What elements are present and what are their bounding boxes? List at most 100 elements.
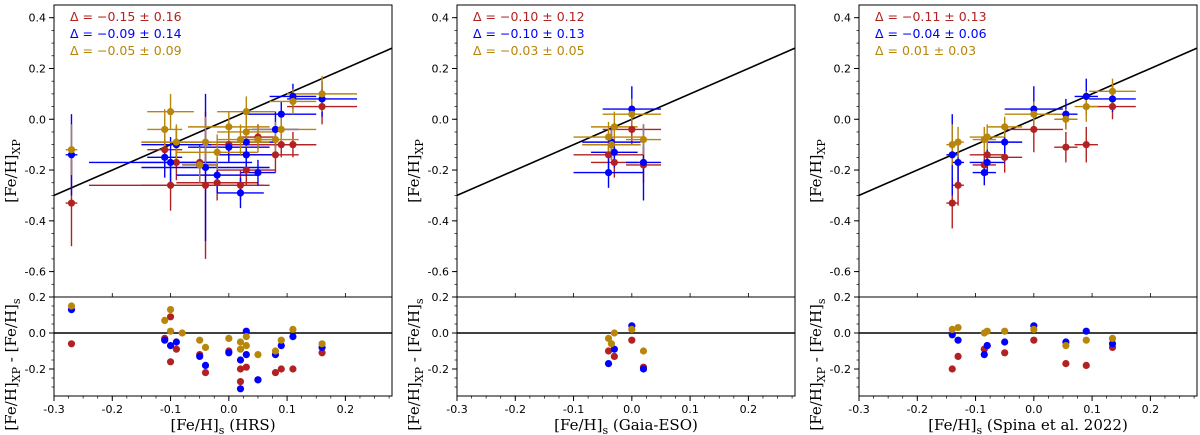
x-tick-label: -0.2 [505,403,526,416]
x-tick-label: -0.1 [965,403,986,416]
delta-annotation-gold: Δ = 0.01 ± 0.03 [875,43,976,58]
gold-residual-point [225,334,233,342]
y-tick-label-top: 0.4 [834,12,852,25]
y-tick-label-top: -0.4 [428,215,449,228]
gold-residual-point [607,340,616,348]
x-label-suffix: (Spina et al. 2022) [982,416,1128,434]
x-label-sub: s [219,424,225,435]
y-tick-label-top: -0.2 [428,164,449,177]
y-axis-label-bottom: [Fe/H]XP - [Fe/H]s [807,298,828,430]
x-tick-label: -0.1 [160,403,181,416]
red-point [166,181,175,189]
red-point [610,158,618,167]
blue-residual-point [242,351,250,359]
blue-point [277,110,285,118]
y-tick-label-top: -0.6 [25,266,46,279]
gold-point [1062,115,1070,123]
y-tick-label-top: 0.2 [432,62,450,75]
red-point [172,158,180,167]
delta-annotation-red: Δ = −0.15 ± 0.16 [70,9,182,24]
bottom-marks [604,322,648,373]
gold-residual-point [277,336,285,344]
y-label-bottom-mid: - [Fe/H] [2,304,20,367]
red-residual-point [67,340,76,348]
gold-residual-point [236,345,245,353]
red-residual-point [1082,361,1090,369]
y-tick-label-bottom: 0.0 [834,327,852,340]
red-point [1082,141,1090,149]
y-tick-label-top: 0.0 [432,113,450,126]
gold-point [639,135,648,144]
gold-residual-point [242,342,250,350]
blue-residual-point [980,351,988,359]
gold-point [604,133,613,141]
blue-residual-point [289,333,297,341]
gold-point [948,141,956,149]
blue-point [628,105,636,113]
y-label-bottom-sub2: s [413,298,426,304]
gold-point [166,108,175,116]
gold-residual-point [236,338,245,346]
gold-residual-point [178,329,186,337]
panel-1: -0.3 -0.2 -0.1 0.0 0.1 0.2 0.4 0.2 0.0 -0.2 -0.4 -0… [2,4,393,435]
gold-residual-point [1082,336,1090,344]
blue-residual-point [254,376,262,384]
bottom-marks [948,322,1117,373]
y-tick-label-top: 0.0 [29,113,47,126]
blue-point [1108,95,1117,103]
x-tick-label: -0.1 [563,403,584,416]
gold-residual-point [271,347,280,355]
red-residual-point [236,365,245,373]
y-label-bottom-mid: - [Fe/H] [405,304,423,367]
gold-residual-point [161,316,169,324]
blue-point [236,189,245,197]
blue-point [213,171,221,179]
red-point [1108,102,1117,111]
top-marks [65,76,358,259]
blue-point [1030,105,1038,113]
red-residual-point [954,352,962,360]
gold-residual-point [628,325,636,333]
blue-point [639,158,648,167]
x-axis-label: [Fe/H]s (Spina et al. 2022) [928,416,1128,435]
gold-residual-point [67,302,76,310]
red-point [236,181,245,189]
blue-residual-point [983,342,991,350]
gold-residual-point [254,351,262,359]
gold-point [277,125,285,134]
blue-point [610,148,618,156]
red-residual-point [610,352,618,360]
blue-residual-point [948,331,956,339]
gold-point [1082,102,1090,111]
blue-point [318,95,326,103]
blue-point [983,158,991,167]
blue-point [1062,110,1070,118]
gold-residual-point [242,333,250,341]
gold-point [1001,123,1009,131]
blue-residual-point [166,342,175,350]
red-point [1030,125,1038,134]
x-axis-label: [Fe/H]s (HRS) [170,416,275,435]
delta-annotation-blue: Δ = −0.10 ± 0.13 [473,26,585,41]
y-axis-label-top: [Fe/H]XP [405,139,426,203]
gold-residual-point [318,340,326,348]
red-point [1001,153,1009,161]
gold-point [225,123,233,131]
red-point [201,181,210,189]
blue-residual-point [242,327,250,335]
blue-residual-point [1108,340,1117,348]
gold-point [236,135,245,144]
delta-annotation-blue: Δ = −0.04 ± 0.06 [875,26,987,41]
red-point [289,141,297,149]
y-tick-label-top: -0.4 [25,215,46,228]
y-tick-label-top: 0.4 [29,12,47,25]
gold-residual-point [604,334,613,342]
blue-residual-point [610,345,618,353]
blue-residual-point [161,336,169,344]
y-tick-label-top: -0.2 [25,164,46,177]
x-label-sub: s [977,424,983,435]
gold-point [954,138,962,146]
top-marks [946,78,1136,229]
red-residual-point [289,365,297,373]
red-point [628,125,636,134]
